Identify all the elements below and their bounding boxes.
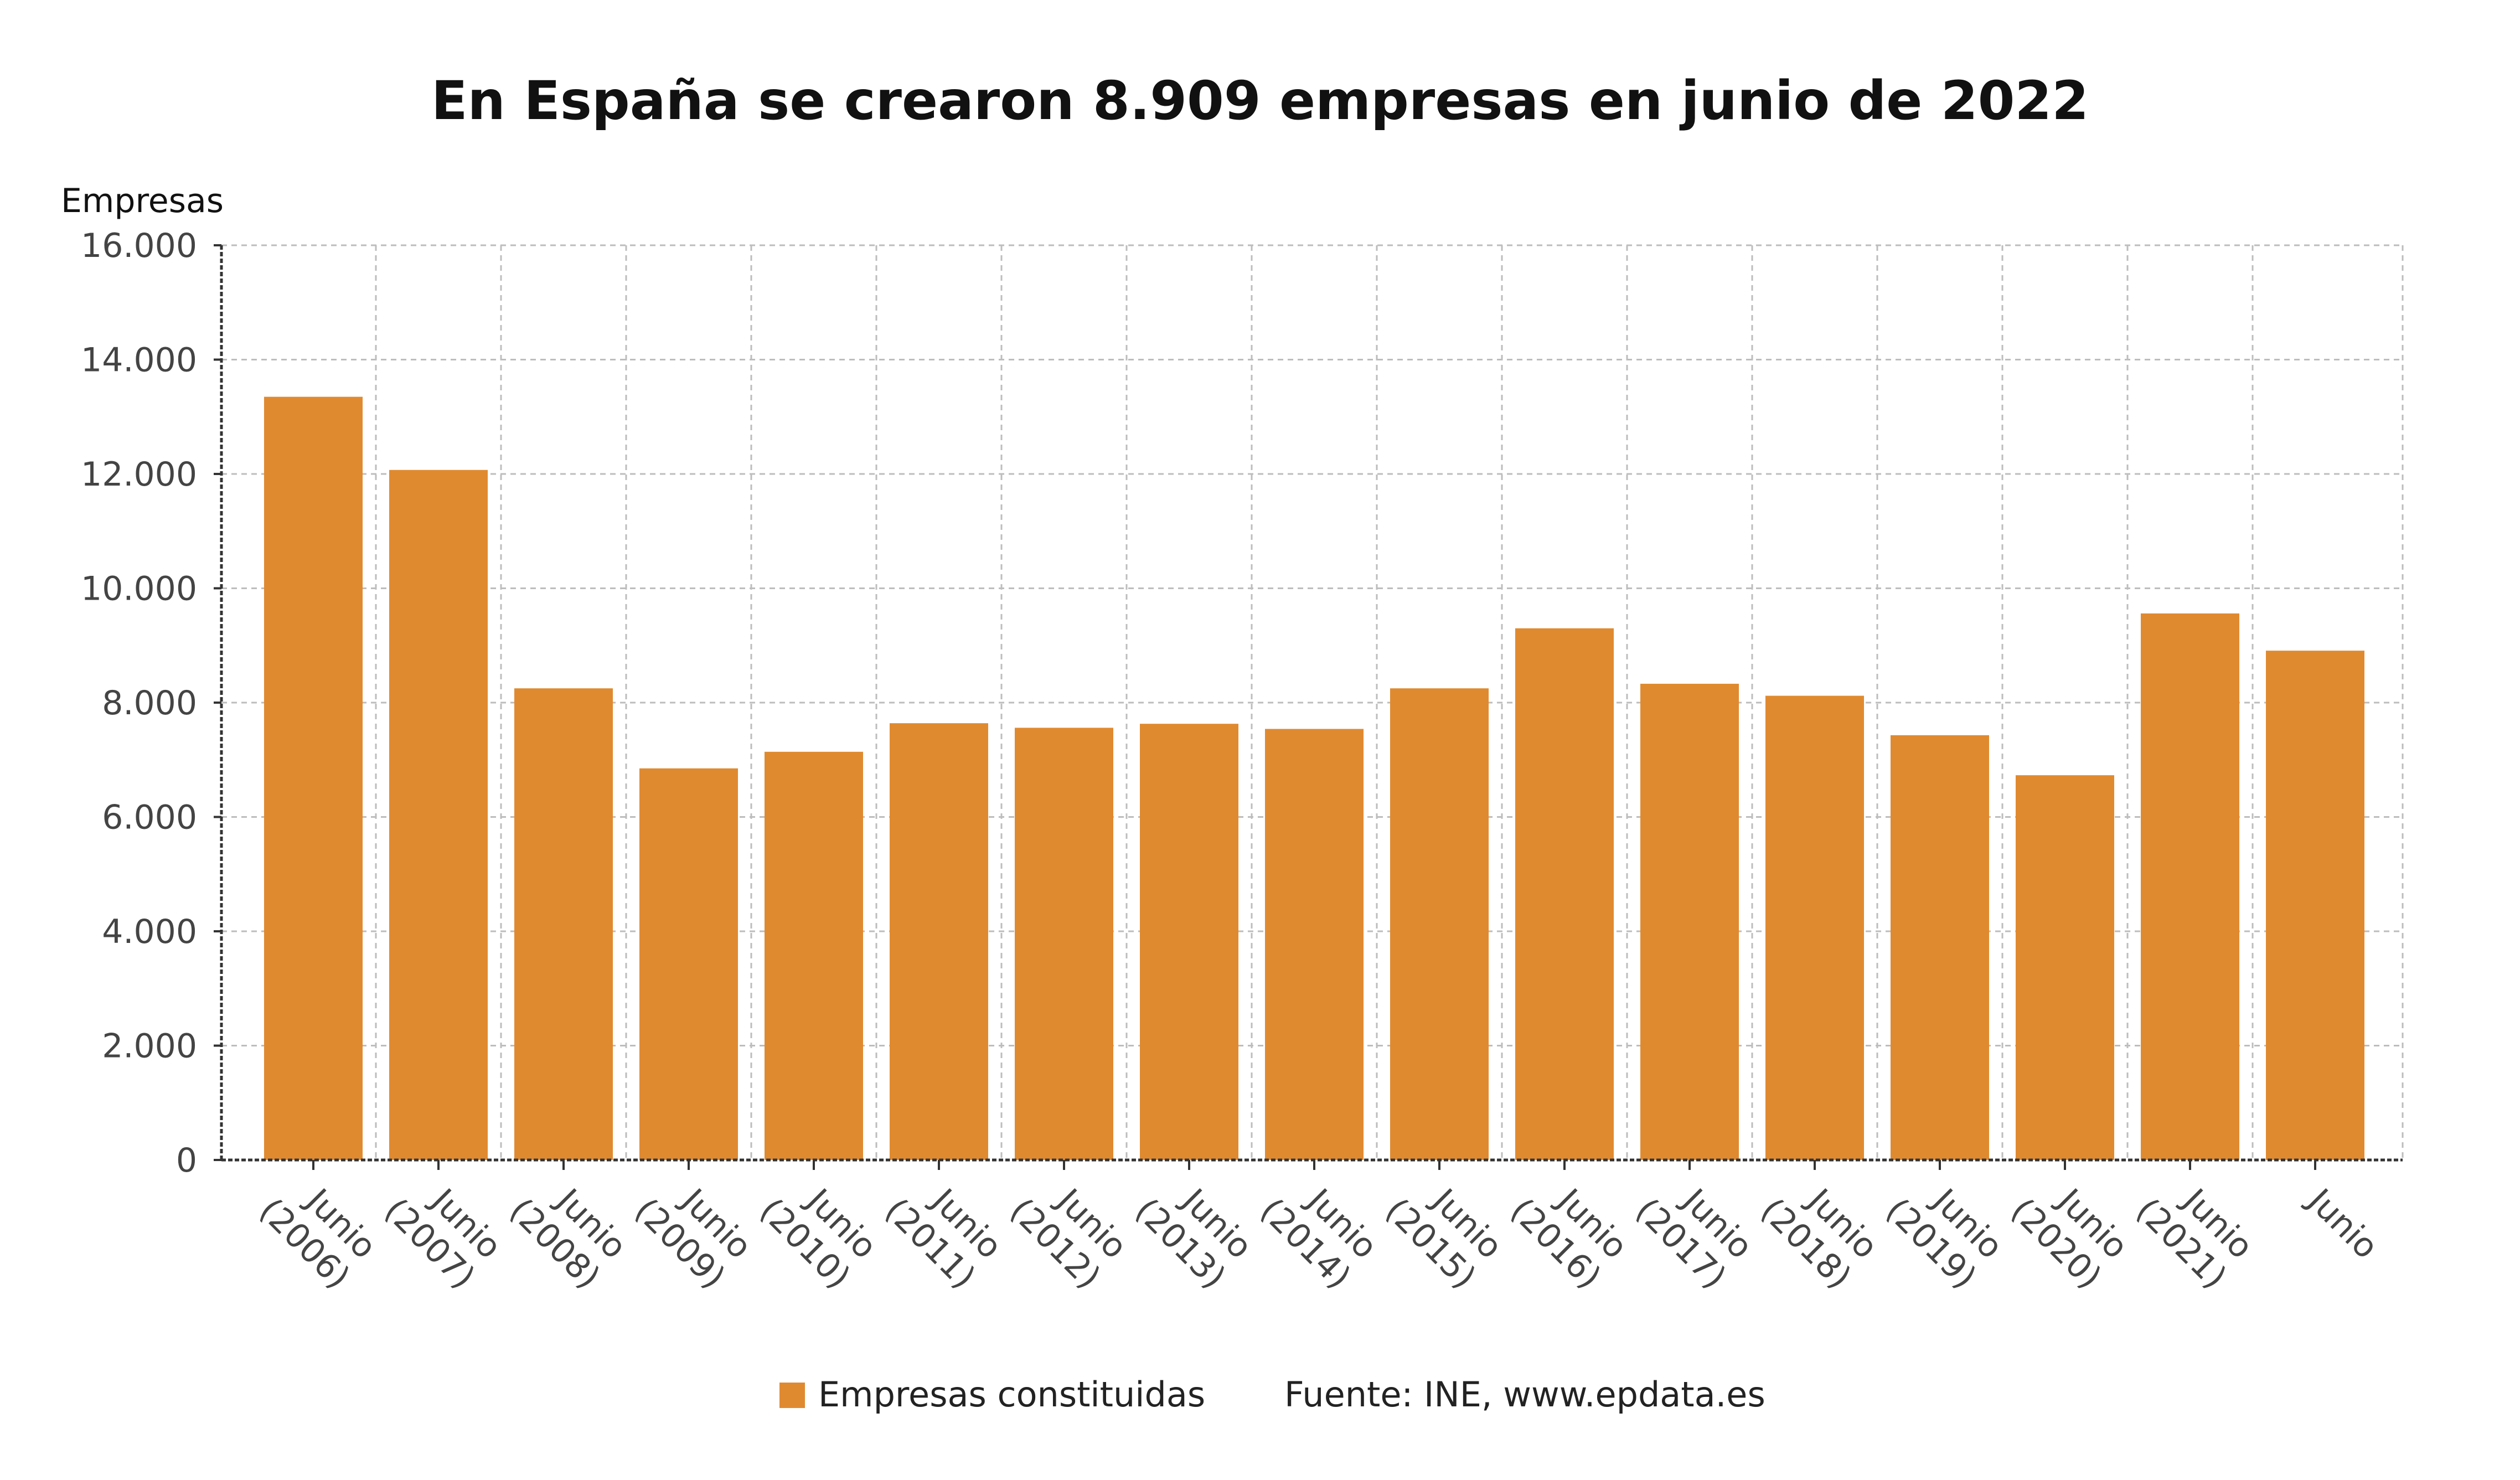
y-tick-label: 4.000 — [102, 912, 197, 951]
x-tick-label: Junio(2018) — [1753, 1180, 1885, 1296]
x-tick-labels: Junio(2006) Junio(2007) Junio(2008) Junio(2… — [252, 1180, 2385, 1296]
x-tick-label: Junio(2017) — [1628, 1180, 1760, 1296]
x-tick-label: Junio(2015) — [1378, 1180, 1510, 1296]
legend: Empresas constituidas Fuente: INE, www.e… — [779, 1374, 1765, 1415]
bar — [2016, 775, 2114, 1160]
y-tick-label: 16.000 — [81, 226, 197, 265]
y-axis-label: Empresas — [61, 182, 224, 220]
bar — [1515, 628, 1614, 1160]
bar — [1140, 724, 1238, 1160]
bar — [389, 470, 488, 1161]
bars — [264, 396, 2364, 1161]
grid — [221, 244, 2404, 1160]
x-tick-label-line: Junio — [2299, 1180, 2385, 1266]
x-tick-label: Junio(2019) — [1878, 1180, 2010, 1296]
y-tick-label: 10.000 — [81, 570, 197, 608]
bar — [1891, 735, 1989, 1160]
x-tick-label: Junio(2009) — [627, 1180, 759, 1296]
x-tick-label: Junio(2011) — [877, 1180, 1009, 1296]
bar — [1640, 683, 1739, 1160]
bar — [2141, 613, 2239, 1160]
x-tick-label: Junio(2021) — [2129, 1180, 2260, 1296]
legend-swatch — [779, 1383, 805, 1408]
y-tick-labels: 0 2.000 4.000 6.000 8.000 10.000 12.000 14.000 1… — [81, 226, 197, 1180]
bar — [890, 723, 988, 1160]
y-tick-label: 12.000 — [81, 455, 197, 494]
bar — [1390, 688, 1489, 1160]
bar — [1765, 695, 1864, 1160]
x-tick-label: Junio(2013) — [1128, 1180, 1259, 1296]
bar — [1015, 728, 1113, 1160]
source-text: Fuente: INE, www.epdata.es — [1284, 1374, 1765, 1415]
x-tick-label: Junio(2006) — [252, 1180, 384, 1296]
bar — [1265, 729, 1364, 1160]
y-tick-label: 6.000 — [102, 798, 197, 837]
bar — [639, 768, 738, 1160]
x-tick-label: Junio(2010) — [752, 1180, 884, 1296]
bar — [514, 688, 613, 1160]
y-tick-label: 14.000 — [81, 341, 197, 380]
y-tick-label: 8.000 — [102, 684, 197, 723]
x-tick-label: Junio(2016) — [1503, 1180, 1635, 1296]
x-tick-label: Junio(2007) — [377, 1180, 509, 1296]
legend-label: Empresas constituidas — [818, 1374, 1205, 1415]
bar — [2266, 651, 2364, 1160]
bar — [264, 396, 363, 1160]
y-tick-label: 0 — [176, 1141, 197, 1180]
x-tick-label: Junio(2020) — [2003, 1180, 2135, 1296]
y-tick-label: 2.000 — [102, 1027, 197, 1066]
bar — [765, 751, 863, 1160]
x-tick-label: Junio(2012) — [1003, 1180, 1134, 1296]
x-tick-label: Junio — [2299, 1180, 2385, 1266]
axes — [214, 244, 2403, 1170]
x-tick-label: Junio(2008) — [502, 1180, 634, 1296]
x-tick-label: Junio(2014) — [1253, 1180, 1385, 1296]
chart-title: En España se crearon 8.909 empresas en j… — [431, 70, 2089, 132]
